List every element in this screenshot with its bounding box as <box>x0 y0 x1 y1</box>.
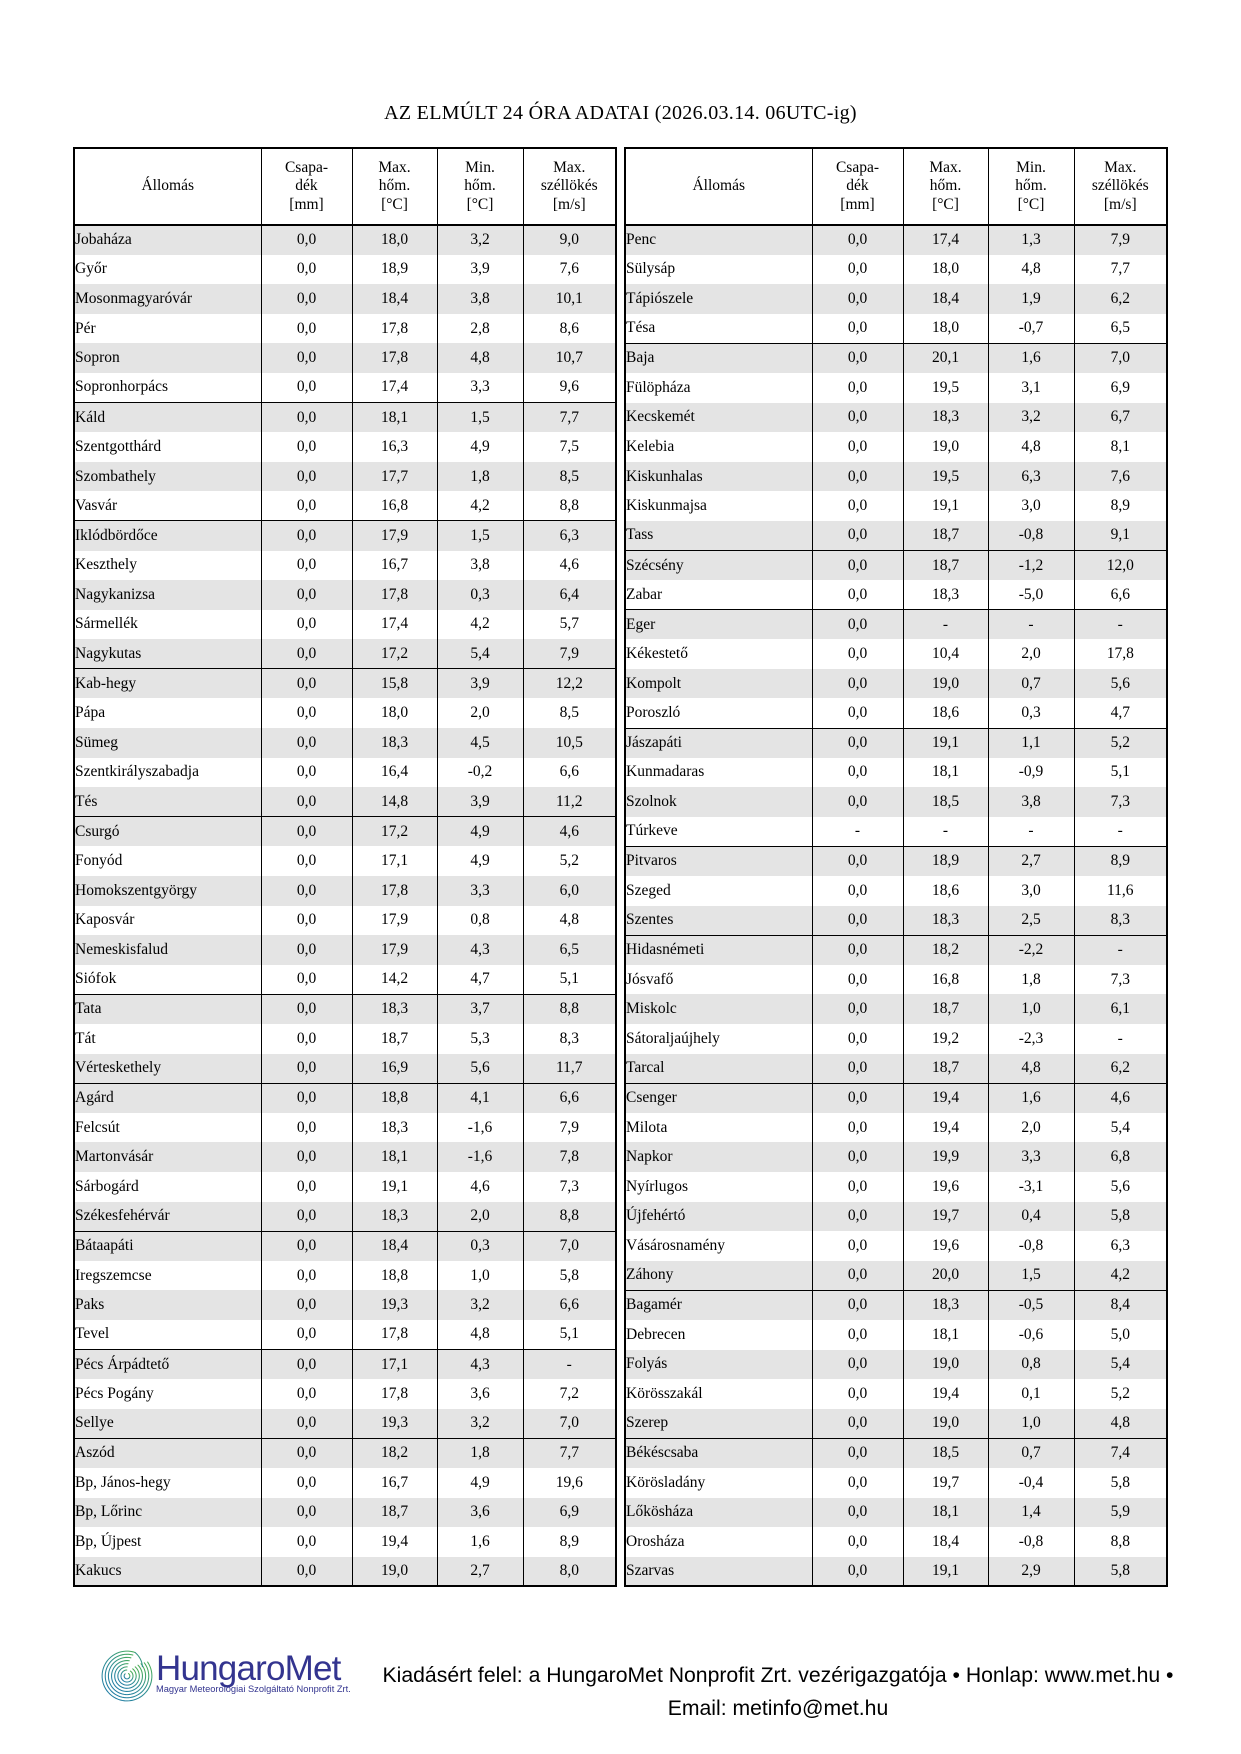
svg-text:HungaroMet: HungaroMet <box>156 1649 342 1688</box>
svg-text:Magyar Meteorológiai Szolgálta: Magyar Meteorológiai Szolgáltató Nonprof… <box>156 1684 351 1694</box>
